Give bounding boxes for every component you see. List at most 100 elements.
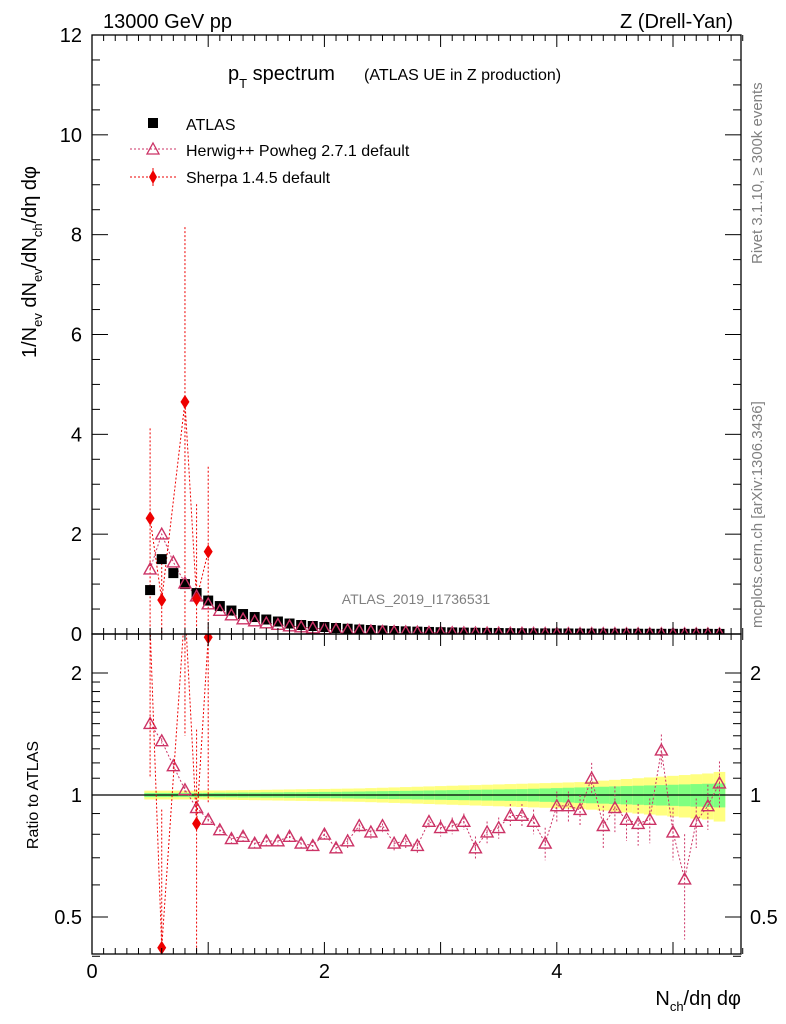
herwig-point <box>505 625 515 634</box>
herwig-point <box>166 554 181 568</box>
header-left-label: 13000 GeV pp <box>103 11 232 33</box>
legend-sherpa-label: Sherpa 1.4.5 default <box>186 170 331 187</box>
ratio-herwig-point <box>619 812 634 826</box>
ratio-herwig-point <box>677 871 692 885</box>
ratio-herwig-point <box>433 820 448 834</box>
herwig-point <box>529 626 538 634</box>
atlas-point <box>156 554 167 565</box>
ylabel-part-2: dN <box>19 282 41 313</box>
atlas-point <box>214 601 225 612</box>
herwig-point <box>633 626 643 634</box>
ratio-herwig-point <box>596 818 611 832</box>
herwig-point <box>657 626 666 634</box>
rivet-version-label: Rivet 3.1.10, ≥ 300k events <box>749 82 766 264</box>
ratio-herwig-point <box>352 818 367 832</box>
ratio-y-tick-label-right: 2 <box>750 663 761 685</box>
chart-title: pT spectrum <box>228 63 335 91</box>
ratio-herwig-point <box>654 742 669 756</box>
ratio-herwig-point <box>584 770 599 784</box>
legend-herwig-label: Herwig++ Powheg 2.7.1 default <box>186 143 410 160</box>
ratio-sherpa-point <box>192 816 202 831</box>
ratio-herwig-point <box>526 814 541 828</box>
legend-atlas-marker <box>148 118 158 128</box>
atlas-point <box>296 620 307 631</box>
ratio-herwig-point <box>154 733 169 747</box>
x-tick-label: 0 <box>86 961 97 983</box>
xlabel-part-0: N <box>655 988 669 1010</box>
main-panel-series <box>142 227 725 634</box>
ratio-herwig-point <box>328 840 344 854</box>
herwig-point <box>703 626 713 634</box>
herwig-point <box>247 613 262 627</box>
ratio-herwig-point <box>410 838 425 852</box>
sherpa-point <box>157 593 167 608</box>
herwig-point <box>587 626 596 634</box>
ratio-herwig-point <box>421 814 437 828</box>
ratio-herwig-point <box>177 782 193 796</box>
ratio-herwig-point <box>282 829 297 842</box>
herwig-point <box>494 625 504 634</box>
ratio-herwig-point <box>630 816 646 830</box>
herwig-point <box>435 625 446 634</box>
main-y-tick-label: 4 <box>71 424 82 446</box>
herwig-point <box>177 575 193 589</box>
legend-sherpa-marker <box>149 170 157 184</box>
mcplots-label: mcplots.cern.ch [arXiv:1306.3436] <box>749 401 766 628</box>
xlabel-part-2: /dη dφ <box>684 988 741 1010</box>
ratio-herwig-point <box>398 833 413 847</box>
atlas-point <box>179 579 190 590</box>
herwig-line <box>149 532 720 634</box>
main-y-tick-label: 12 <box>60 25 82 47</box>
ratio-herwig-point <box>305 838 320 852</box>
analysis-watermark: ATLAS_2019_I1736531 <box>342 591 491 607</box>
herwig-point <box>329 622 343 634</box>
herwig-point <box>142 561 158 575</box>
atlas-point <box>284 618 295 629</box>
atlas-point <box>145 585 156 596</box>
ratio-herwig-point <box>712 775 727 789</box>
ylabel-part-5: ch <box>30 223 45 237</box>
main-y-tick-label: 0 <box>71 624 82 646</box>
ratio-herwig-point <box>514 808 530 822</box>
herwig-point <box>447 625 458 634</box>
ratio-sherpa-line <box>149 634 209 948</box>
atlas-point <box>226 605 237 616</box>
ratio-herwig-point <box>503 808 518 822</box>
herwig-point <box>610 626 620 634</box>
main-y-axis-label: 1/Nev dNev/dNch/dη dφ <box>19 166 45 358</box>
ratio-herwig-point <box>166 758 181 772</box>
herwig-point <box>517 625 527 634</box>
atlas-point <box>168 568 179 579</box>
sherpa-point <box>203 544 213 559</box>
herwig-point <box>235 611 251 625</box>
atlas-point <box>261 614 272 625</box>
legend-herwig-marker <box>145 141 161 155</box>
herwig-point <box>365 623 377 634</box>
ratio-y-tick-label: 0.5 <box>54 907 82 929</box>
ratio-y-tick-label: 2 <box>71 663 82 685</box>
ratio-herwig-point <box>456 814 472 828</box>
ratio-herwig-point <box>201 812 216 826</box>
herwig-point <box>341 622 354 634</box>
x-tick-label: 2 <box>319 961 330 983</box>
herwig-point <box>622 626 631 634</box>
ratio-herwig-point <box>293 835 309 849</box>
ratio-herwig-point <box>247 835 262 849</box>
ratio-herwig-point <box>665 824 681 838</box>
herwig-point <box>540 626 550 634</box>
herwig-point <box>353 623 366 634</box>
ratio-herwig-point <box>212 822 228 836</box>
herwig-point <box>470 625 481 634</box>
ratio-herwig-point <box>375 818 390 832</box>
x-tick-label: 4 <box>551 961 562 983</box>
herwig-point <box>482 625 492 634</box>
main-y-tick-label: 8 <box>71 225 82 247</box>
ratio-herwig-point <box>572 802 588 816</box>
chart-title-note: (ATLAS UE in Z production) <box>364 67 561 84</box>
herwig-point <box>599 626 608 634</box>
herwig-point <box>400 624 411 634</box>
ratio-herwig-point <box>689 814 704 828</box>
main-y-tick-label: 6 <box>71 325 82 347</box>
herwig-point <box>564 626 573 634</box>
